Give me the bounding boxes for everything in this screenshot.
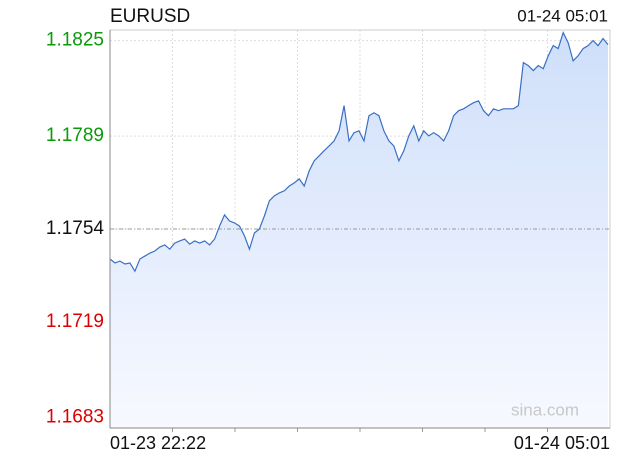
y-tick-label: 1.1683	[46, 406, 104, 427]
y-tick-label: 1.1825	[46, 30, 104, 51]
x-tick-label: 01-24 05:01	[514, 433, 610, 453]
y-tick-label: 1.1789	[46, 125, 104, 146]
x-tick-label: 01-23 22:22	[110, 433, 206, 453]
y-tick-label: 1.1719	[46, 311, 104, 332]
price-line	[109, 31, 609, 273]
watermark: sina.com	[511, 400, 579, 419]
timestamp: 01-24 05:01	[517, 6, 608, 25]
y-tick-label: 1.1754	[46, 218, 105, 239]
area	[110, 32, 608, 429]
chart-title: EURUSD	[110, 6, 190, 27]
